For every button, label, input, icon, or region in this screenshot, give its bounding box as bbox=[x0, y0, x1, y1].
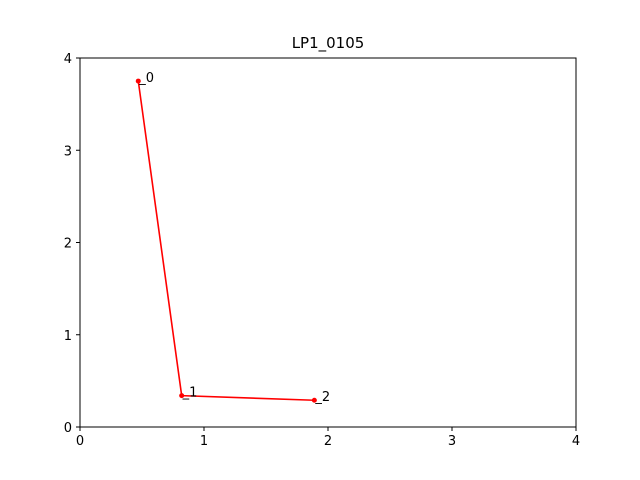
data-point-marker bbox=[179, 393, 185, 399]
data-point-label: _1 bbox=[182, 386, 198, 401]
plot-area-frame bbox=[79, 57, 577, 428]
chart-title: LP1_0105 bbox=[292, 34, 365, 53]
y-axis: 0 1 2 3 4 bbox=[64, 52, 80, 436]
y-tick-label: 2 bbox=[64, 237, 72, 252]
x-tick-label: 2 bbox=[324, 434, 332, 449]
y-tick-label: 1 bbox=[64, 329, 72, 344]
data-point-marker bbox=[135, 78, 141, 84]
y-tick-label: 3 bbox=[64, 144, 72, 159]
data-point-label: _0 bbox=[138, 71, 154, 86]
data-point-label: _2 bbox=[314, 390, 330, 405]
series-group: _0 _1 _2 bbox=[135, 71, 330, 405]
series-line bbox=[137, 80, 315, 402]
x-tick-label: 0 bbox=[76, 434, 84, 449]
y-tick-label: 0 bbox=[64, 421, 72, 436]
data-point-marker bbox=[311, 397, 317, 403]
x-axis: 0 1 2 3 4 bbox=[76, 427, 580, 449]
y-tick-label: 4 bbox=[64, 52, 72, 67]
x-tick-label: 1 bbox=[200, 434, 208, 449]
x-tick-label: 3 bbox=[448, 434, 456, 449]
x-tick-label: 4 bbox=[572, 434, 580, 449]
